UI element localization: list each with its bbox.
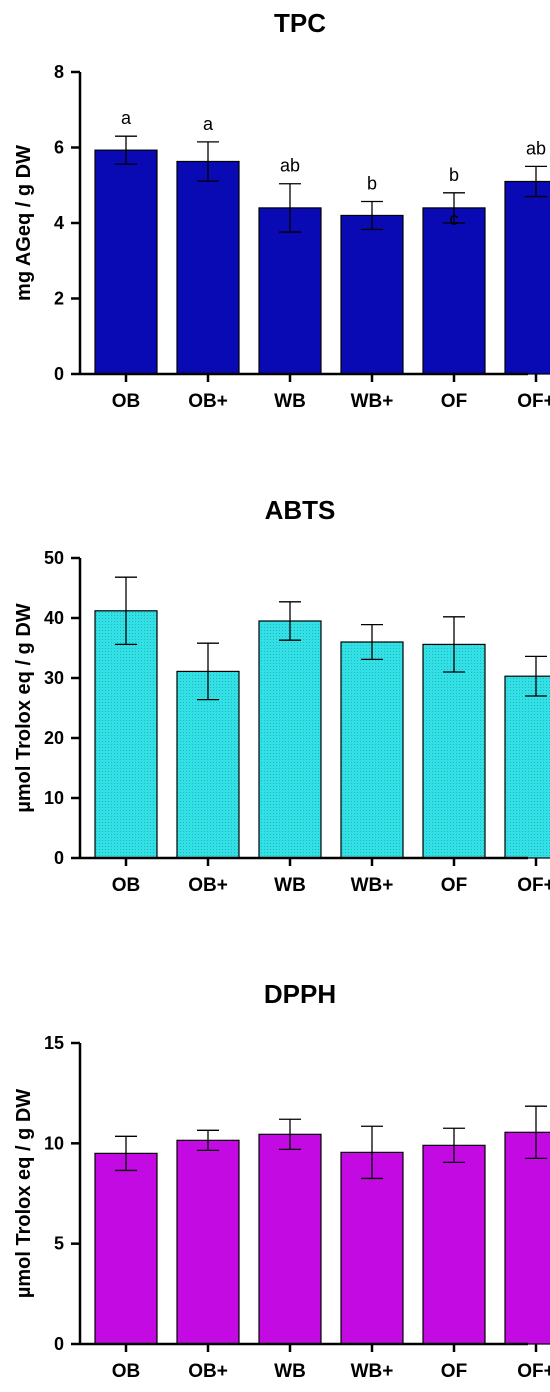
bar-ob-plus bbox=[176, 1139, 240, 1345]
x-tick-label: WB+ bbox=[351, 1361, 394, 1382]
x-tick-label: OB bbox=[112, 1361, 141, 1382]
bar-of bbox=[422, 207, 486, 375]
bar-ob bbox=[94, 149, 158, 375]
y-tick-label: 40 bbox=[44, 608, 64, 628]
y-tick-label: 30 bbox=[44, 668, 64, 688]
y-axis-label: µmol Trolox eq / g DW bbox=[13, 1089, 35, 1298]
y-tick-label: 0 bbox=[54, 1334, 64, 1354]
x-tick-label: OF+ bbox=[517, 1361, 550, 1382]
x-tick-label: WB bbox=[274, 875, 306, 896]
significance-letter: a bbox=[203, 114, 214, 134]
error-bar bbox=[279, 601, 301, 641]
x-tick-label: OB+ bbox=[188, 391, 228, 412]
bar-wb bbox=[258, 1133, 322, 1345]
chart-title: ABTS bbox=[265, 495, 336, 525]
error-bar bbox=[197, 141, 219, 182]
x-tick-label: OF+ bbox=[517, 875, 550, 896]
significance-letter: b bbox=[367, 173, 377, 193]
bar-of-plus bbox=[504, 180, 550, 375]
error-bar bbox=[443, 616, 465, 673]
error-bar bbox=[361, 1125, 383, 1180]
y-tick-label: 0 bbox=[54, 848, 64, 868]
x-tick-label: OF+ bbox=[517, 391, 550, 412]
error-bar bbox=[443, 192, 465, 224]
bar-of bbox=[422, 643, 486, 859]
y-tick-label: 6 bbox=[54, 138, 64, 158]
bar-wb bbox=[258, 207, 322, 375]
significance-letter: b bbox=[449, 165, 459, 185]
error-bar bbox=[197, 642, 219, 701]
x-tick-label: OF bbox=[441, 391, 467, 412]
error-bar bbox=[525, 165, 547, 198]
chart-panel-abts: ABTS µmol Trolox eq / g DW OB OB+ WB WB+ OF OF+… bbox=[13, 495, 550, 896]
y-tick-label: 20 bbox=[44, 728, 64, 748]
error-bar bbox=[361, 623, 383, 661]
chart-title: DPPH bbox=[264, 979, 336, 1009]
y-tick-label: 15 bbox=[44, 1033, 64, 1053]
x-tick-label: OF bbox=[441, 875, 467, 896]
error-bar bbox=[115, 576, 137, 646]
error-bar bbox=[197, 1129, 219, 1152]
error-bar bbox=[443, 1127, 465, 1164]
significance-letter-inner: c bbox=[450, 209, 459, 229]
bar-of-plus bbox=[504, 675, 550, 859]
bar-wb bbox=[258, 620, 322, 859]
bar-ob-plus bbox=[176, 160, 240, 375]
x-tick-label: OB bbox=[112, 391, 141, 412]
x-tick-label: OB+ bbox=[188, 875, 228, 896]
bar-of bbox=[422, 1144, 486, 1345]
bar-ob bbox=[94, 1152, 158, 1345]
bar-ob bbox=[94, 610, 158, 859]
bar-wb-plus bbox=[340, 641, 404, 859]
bar-of-plus bbox=[504, 1131, 550, 1345]
significance-letter: a bbox=[121, 108, 132, 128]
error-bar bbox=[279, 183, 301, 233]
error-bar bbox=[525, 655, 547, 697]
x-tick-label: WB bbox=[274, 391, 306, 412]
significance-letter: ab bbox=[280, 156, 300, 176]
y-axis-label: µmol Trolox eq / g DW bbox=[13, 603, 35, 812]
x-tick-label: OF bbox=[441, 1361, 467, 1382]
x-tick-label: WB+ bbox=[351, 875, 394, 896]
bar-wb-plus bbox=[340, 1151, 404, 1345]
error-bar bbox=[115, 1135, 137, 1172]
x-tick-label: OB bbox=[112, 875, 141, 896]
x-tick-label: WB+ bbox=[351, 391, 394, 412]
chart-panel-tpc: TPC mg AGeq / g DW a OB a OB+ ab WB b WB+ b c OF ab OF… bbox=[13, 8, 550, 412]
y-tick-label: 0 bbox=[54, 364, 64, 384]
error-bar bbox=[361, 200, 383, 231]
bar-wb-plus bbox=[340, 214, 404, 375]
x-tick-label: WB bbox=[274, 1361, 306, 1382]
x-tick-label: OB+ bbox=[188, 1361, 228, 1382]
y-axis-label: mg AGeq / g DW bbox=[13, 145, 35, 301]
y-tick-label: 10 bbox=[44, 788, 64, 808]
error-bar bbox=[115, 135, 137, 165]
chart-title: TPC bbox=[274, 8, 326, 38]
significance-letter: ab bbox=[526, 138, 546, 158]
y-tick-label: 4 bbox=[54, 213, 64, 233]
y-tick-label: 10 bbox=[44, 1133, 64, 1153]
y-tick-label: 50 bbox=[44, 548, 64, 568]
y-tick-label: 8 bbox=[54, 62, 64, 82]
y-tick-label: 2 bbox=[54, 289, 64, 309]
error-bar bbox=[525, 1105, 547, 1160]
error-bar bbox=[279, 1118, 301, 1151]
y-tick-label: 5 bbox=[54, 1234, 64, 1254]
chart-panel-dpph: DPPH µmol Trolox eq / g DW OB OB+ WB WB+ OF OF+… bbox=[13, 979, 550, 1382]
